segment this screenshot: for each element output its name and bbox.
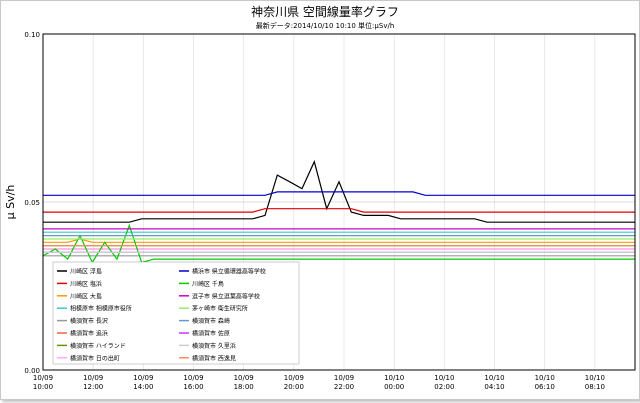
x-tick-time: 00:00 xyxy=(384,383,404,391)
x-tick-time: 06:10 xyxy=(535,383,555,391)
legend-entry: 川崎区 大島 xyxy=(70,292,102,300)
legend-entry: 横浜市 県立循環器高等学校 xyxy=(192,268,266,276)
series-line-1 xyxy=(43,208,635,213)
x-tick-date: 10/09 xyxy=(284,374,304,382)
x-tick-time: 14:00 xyxy=(133,383,153,391)
legend-entry: 逗子市 県立逗葉高等学校 xyxy=(192,292,260,300)
chart-title: 神奈川県 空間線量率グラフ xyxy=(251,4,399,19)
legend-entry: 横須賀市 日の出町 xyxy=(70,354,120,362)
x-tick-time: 08:10 xyxy=(585,383,605,391)
legend-entry: 川崎区 浮島 xyxy=(70,268,102,276)
plot-area-border xyxy=(42,33,636,371)
y-tick-label: 0.05 xyxy=(24,199,40,207)
series-lines xyxy=(42,159,635,264)
x-tick-date: 10/09 xyxy=(133,374,153,382)
legend-box xyxy=(52,261,300,365)
y-axis-label: μ Sv/h xyxy=(4,185,17,220)
x-tick-time: 18:00 xyxy=(234,383,254,391)
legend-entry: 川崎区 千鳥 xyxy=(192,280,224,288)
grid xyxy=(42,34,635,370)
series-line-9 xyxy=(42,223,635,264)
legend-entry: 横須賀市 西逸見 xyxy=(192,354,236,362)
x-tick-date: 10/09 xyxy=(83,374,103,382)
x-tick-date: 10/09 xyxy=(33,374,53,382)
x-tick-date: 10/09 xyxy=(234,374,254,382)
x-tick-time: 16:00 xyxy=(183,383,203,391)
x-tick-time: 22:00 xyxy=(334,383,354,391)
y-tick-label: 0.00 xyxy=(24,367,40,375)
legend-entry: 横須賀市 ハイランド xyxy=(70,342,126,350)
x-tick-time: 02:00 xyxy=(434,383,454,391)
legend-entry: 横須賀市 久里浜 xyxy=(192,342,236,350)
x-ticks: 10/0910:0010/0912:0010/0914:0010/0916:00… xyxy=(33,374,605,391)
x-tick-date: 10/10 xyxy=(384,374,404,382)
x-tick-date: 10/09 xyxy=(183,374,203,382)
x-tick-date: 10/09 xyxy=(334,374,354,382)
legend-entry: 横須賀市 長沢 xyxy=(70,317,108,325)
series-line-2 xyxy=(43,238,635,243)
x-tick-time: 20:00 xyxy=(284,383,304,391)
series-line-8 xyxy=(43,191,635,196)
series-line-0 xyxy=(43,159,635,223)
y-tick-label: 0.10 xyxy=(24,31,40,39)
legend-entry: 相模原市 相模原市役所 xyxy=(70,305,132,313)
x-tick-date: 10/10 xyxy=(585,374,605,382)
x-tick-time: 12:00 xyxy=(83,383,103,391)
legend-entry: 川崎区 塩浜 xyxy=(70,280,102,288)
x-tick-date: 10/10 xyxy=(434,374,454,382)
legend-entry: 横須賀市 佐原 xyxy=(192,330,230,338)
x-tick-date: 10/10 xyxy=(484,374,504,382)
legend-entry: 茅ヶ崎市 衛生研究所 xyxy=(192,305,248,313)
legend-entry: 横須賀市 追浜 xyxy=(70,330,108,338)
legend-entry: 横須賀市 森崎 xyxy=(192,317,230,325)
chart-subtitle: 最新データ:2014/10/10 10:10 単位:μSv/h xyxy=(256,21,395,30)
x-tick-time: 10:00 xyxy=(33,383,53,391)
y-ticks: 0.00 0.05 0.10 xyxy=(24,31,40,375)
x-tick-time: 04:10 xyxy=(484,383,504,391)
x-tick-date: 10/10 xyxy=(535,374,555,382)
